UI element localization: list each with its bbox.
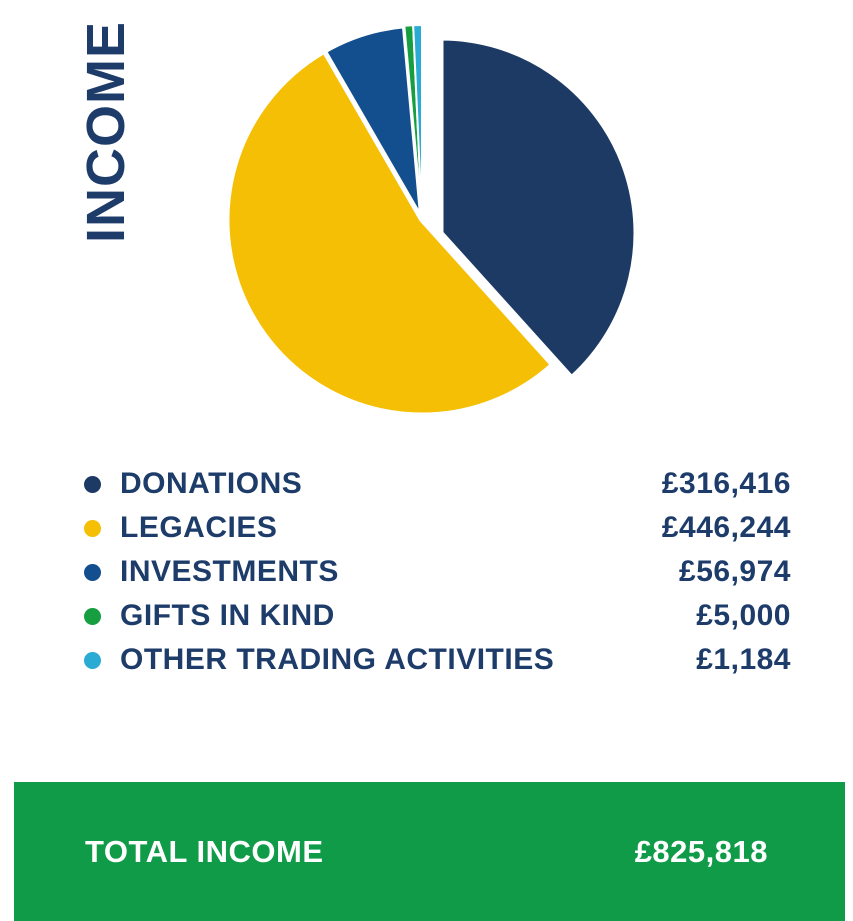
total-income-label: TOTAL INCOME xyxy=(85,833,324,869)
pie-slice-other-trading-activities xyxy=(412,23,423,221)
legend-value: £56,974 xyxy=(679,555,791,588)
legend-label: LEGACIES xyxy=(120,511,278,544)
legend-value: £5,000 xyxy=(696,599,791,632)
pie-chart xyxy=(224,23,639,418)
legend-bullet-icon xyxy=(84,563,101,581)
legend-label: INVESTMENTS xyxy=(120,555,339,588)
legend-value: £316,416 xyxy=(661,467,791,500)
legend-label: DONATIONS xyxy=(120,467,303,500)
legend-bullet-icon xyxy=(84,475,101,493)
legend-label: GIFTS IN KIND xyxy=(120,599,335,632)
total-income-value: £825,818 xyxy=(634,833,768,869)
legend-row-other-trading-activities: OTHER TRADING ACTIVITIES £1,184 xyxy=(84,638,791,682)
income-chart-section: INCOME xyxy=(0,0,853,452)
legend-bullet-icon xyxy=(84,519,101,537)
legend-row-gifts-in-kind: GIFTS IN KIND £5,000 xyxy=(84,594,791,638)
pie-slice-donations xyxy=(438,35,639,382)
legend-bullet-icon xyxy=(84,651,101,669)
legend-bullet-icon xyxy=(84,607,101,625)
legend-label: OTHER TRADING ACTIVITIES xyxy=(120,643,555,676)
legend-row-investments: INVESTMENTS £56,974 xyxy=(84,550,791,594)
legend-value: £1,184 xyxy=(696,643,791,676)
legend-row-donations: DONATIONS £316,416 xyxy=(84,462,791,506)
legend: DONATIONS £316,416 LEGACIES £446,244 INV… xyxy=(0,452,853,682)
pie-slice-legacies xyxy=(224,47,557,418)
legend-value: £446,244 xyxy=(661,511,791,544)
total-income-banner: TOTAL INCOME £825,818 xyxy=(14,782,845,921)
legend-row-legacies: LEGACIES £446,244 xyxy=(84,506,791,550)
